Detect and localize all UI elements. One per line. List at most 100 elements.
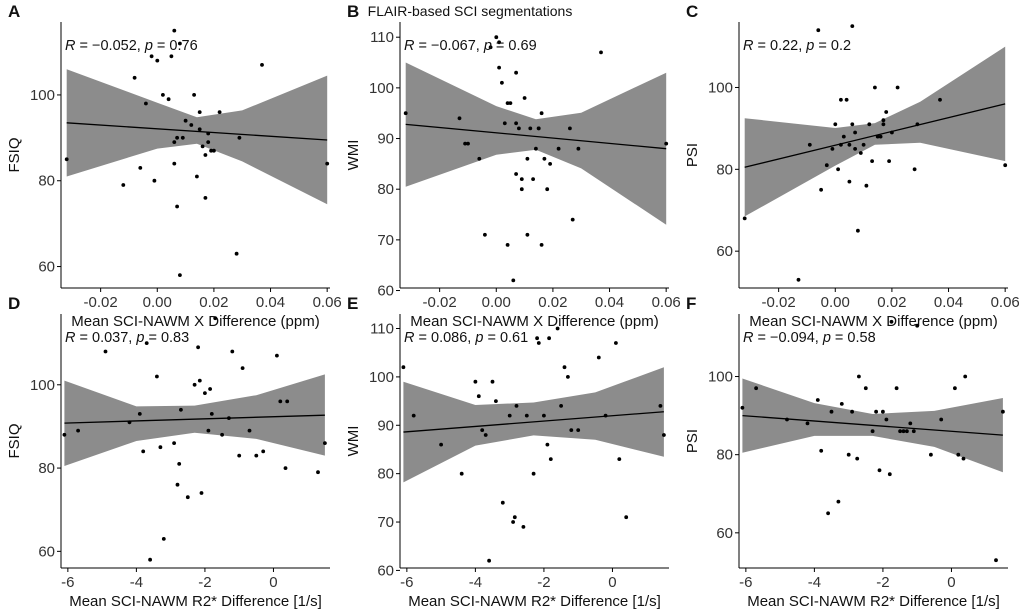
- data-point: [275, 353, 279, 358]
- data-point: [195, 174, 199, 179]
- data-point: [524, 413, 529, 418]
- y-tick-label: 100: [30, 87, 55, 104]
- data-point: [505, 101, 510, 105]
- data-point: [179, 407, 183, 412]
- data-point: [576, 146, 581, 151]
- panel-f: -6 -4 -2 0 60 80 100 Mean SCI-NAWM R2* Differen…: [684, 294, 1008, 610]
- data-point: [884, 417, 889, 422]
- stat-R: R: [404, 330, 415, 346]
- data-point: [514, 70, 518, 75]
- data-point: [548, 162, 552, 166]
- data-point: [180, 135, 185, 140]
- data-point: [874, 409, 878, 414]
- data-point: [161, 93, 165, 97]
- data-point: [836, 167, 840, 172]
- y-tick-label: 80: [716, 161, 733, 178]
- data-point: [599, 50, 603, 55]
- data-point: [208, 387, 213, 391]
- data-point: [172, 140, 177, 145]
- y-tick-label: 80: [38, 460, 55, 477]
- data-point: [596, 355, 601, 360]
- data-point: [206, 428, 211, 433]
- y-axis-title: FSIQ: [6, 423, 23, 458]
- data-point: [459, 471, 464, 476]
- data-point: [870, 159, 874, 164]
- y-tick-label: 80: [716, 447, 733, 464]
- data-point: [566, 375, 570, 379]
- data-point: [528, 126, 533, 131]
- data-point: [824, 163, 829, 168]
- data-point: [278, 399, 283, 404]
- data-point: [568, 126, 572, 131]
- panel-a: -0.02 0.00 0.02 0.04 0.06 60 80 100 Mean SCI-NAW…: [6, 2, 342, 330]
- data-point: [192, 382, 197, 387]
- y-axis-title: PSI: [684, 429, 701, 453]
- y-tick-label: 60: [38, 543, 55, 560]
- data-point: [576, 428, 581, 432]
- x-tick-label: -4: [469, 574, 482, 591]
- data-point: [867, 122, 872, 127]
- x-tick-label: -4: [130, 574, 143, 591]
- y-tick-label: 90: [377, 417, 394, 434]
- data-point: [103, 349, 108, 354]
- data-point: [664, 141, 669, 146]
- data-point: [247, 428, 252, 433]
- data-point: [166, 97, 171, 102]
- data-point: [742, 216, 747, 221]
- data-point: [237, 135, 242, 140]
- data-point: [545, 187, 550, 192]
- panel-letter: E: [347, 294, 358, 313]
- confidence-band: [405, 62, 667, 225]
- data-point: [64, 157, 69, 162]
- x-tick-label: 0.00: [143, 294, 172, 311]
- data-point: [839, 97, 843, 102]
- data-point: [555, 326, 560, 331]
- data-point: [206, 140, 211, 145]
- data-point: [234, 251, 239, 256]
- data-point: [200, 144, 205, 149]
- data-point: [517, 126, 521, 131]
- regression-line: [66, 122, 328, 141]
- data-point: [177, 462, 182, 466]
- data-point: [850, 122, 855, 127]
- y-axis-title: FSIQ: [6, 137, 23, 172]
- data-point: [856, 228, 860, 233]
- data-point: [785, 417, 789, 422]
- data-point: [908, 421, 913, 426]
- data-point: [547, 336, 551, 341]
- panel-e: -6 -4 -2 0 60 70 80 90 100 110 Mean SCI-NAWM R2* D…: [345, 294, 669, 610]
- data-point: [192, 93, 197, 97]
- stat-p: p: [135, 330, 144, 346]
- correlation-annotation: R = 0.037, p = 0.83: [65, 330, 189, 346]
- stat-R-value: = −0.067,: [414, 38, 483, 54]
- data-point: [963, 374, 968, 379]
- x-tick-label: 0.04: [934, 294, 963, 311]
- panel-letter: B: [347, 2, 359, 21]
- data-point: [514, 121, 518, 126]
- data-point: [522, 96, 527, 100]
- data-point: [658, 404, 663, 408]
- data-point: [197, 127, 202, 132]
- data-point: [487, 558, 491, 563]
- data-point: [175, 204, 180, 209]
- data-point: [494, 399, 498, 403]
- data-point: [137, 412, 142, 416]
- data-point: [175, 135, 180, 140]
- y-axis-title: WMI: [345, 140, 362, 171]
- data-point: [149, 54, 154, 59]
- data-point: [961, 456, 966, 461]
- data-point: [1001, 409, 1005, 414]
- data-point: [844, 97, 849, 102]
- panel-d: -6 -4 -2 0 60 80 100 Mean SCI-NAWM R2* Differen…: [6, 294, 330, 610]
- data-point: [915, 323, 920, 328]
- confidence-band: [66, 69, 328, 205]
- data-point: [855, 456, 860, 461]
- data-point: [912, 167, 917, 172]
- data-point: [901, 429, 906, 434]
- data-point: [497, 40, 501, 45]
- y-tick-label: 80: [377, 466, 394, 483]
- data-point: [466, 141, 470, 146]
- data-point: [325, 161, 330, 166]
- data-point: [203, 153, 208, 157]
- data-point: [507, 413, 512, 418]
